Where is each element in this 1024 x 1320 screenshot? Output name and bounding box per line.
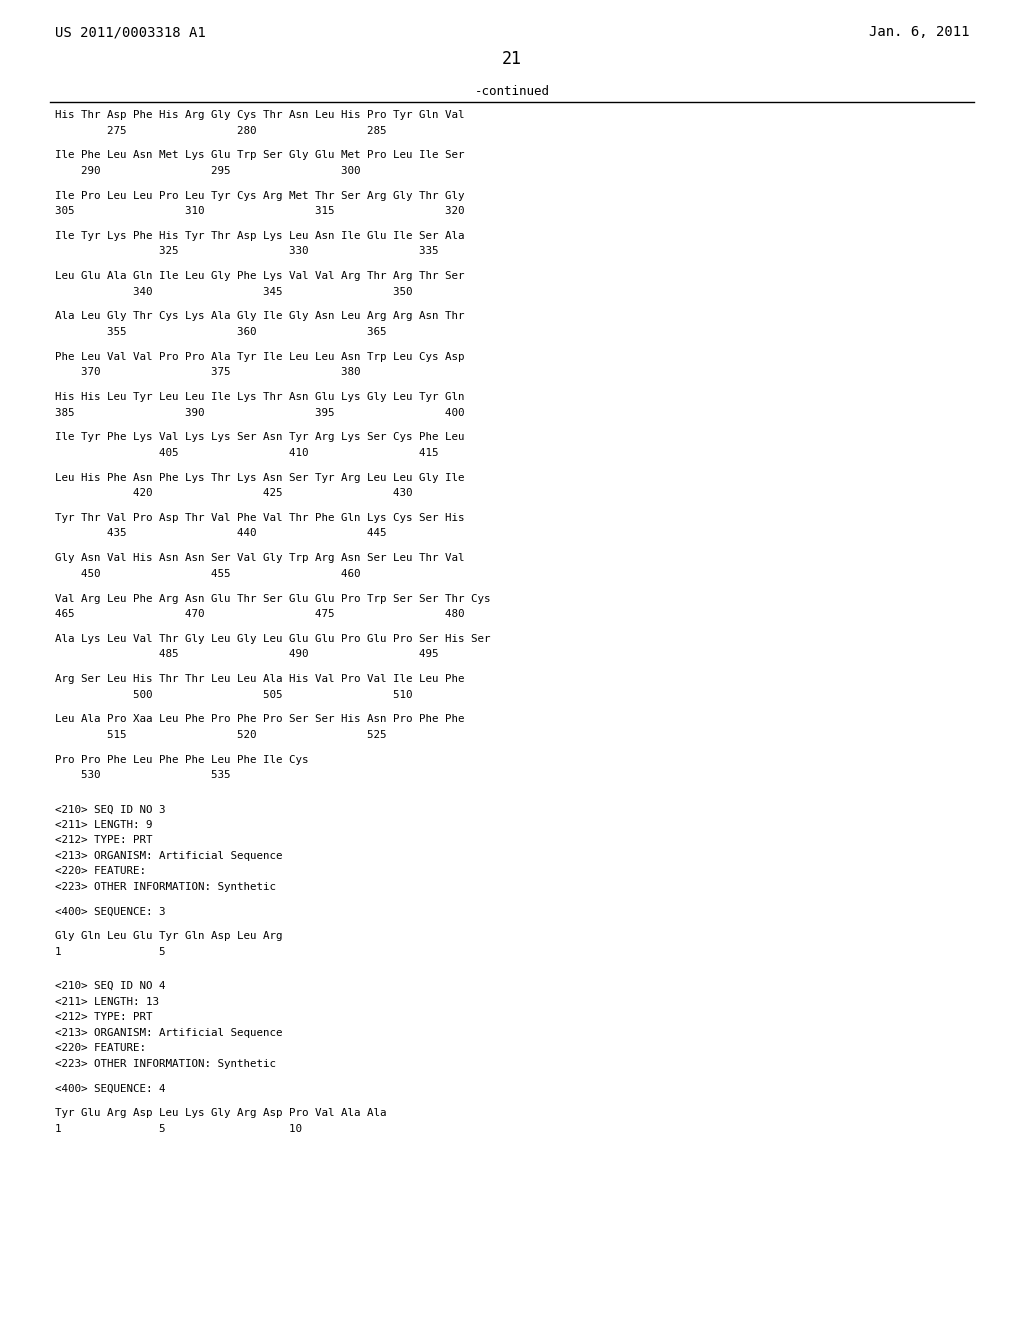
- Text: <211> LENGTH: 13: <211> LENGTH: 13: [55, 997, 159, 1007]
- Text: <220> FEATURE:: <220> FEATURE:: [55, 866, 146, 876]
- Text: 325                 330                 335: 325 330 335: [55, 247, 438, 256]
- Text: Arg Ser Leu His Thr Thr Leu Leu Ala His Val Pro Val Ile Leu Phe: Arg Ser Leu His Thr Thr Leu Leu Ala His …: [55, 675, 465, 684]
- Text: Leu Glu Ala Gln Ile Leu Gly Phe Lys Val Val Arg Thr Arg Thr Ser: Leu Glu Ala Gln Ile Leu Gly Phe Lys Val …: [55, 271, 465, 281]
- Text: 450                 455                 460: 450 455 460: [55, 569, 360, 578]
- Text: <212> TYPE: PRT: <212> TYPE: PRT: [55, 836, 153, 845]
- Text: Leu Ala Pro Xaa Leu Phe Pro Phe Pro Ser Ser His Asn Pro Phe Phe: Leu Ala Pro Xaa Leu Phe Pro Phe Pro Ser …: [55, 714, 465, 725]
- Text: 405                 410                 415: 405 410 415: [55, 447, 438, 458]
- Text: Tyr Thr Val Pro Asp Thr Val Phe Val Thr Phe Gln Lys Cys Ser His: Tyr Thr Val Pro Asp Thr Val Phe Val Thr …: [55, 513, 465, 523]
- Text: 355                 360                 365: 355 360 365: [55, 327, 386, 337]
- Text: Gly Asn Val His Asn Asn Ser Val Gly Trp Arg Asn Ser Leu Thr Val: Gly Asn Val His Asn Asn Ser Val Gly Trp …: [55, 553, 465, 564]
- Text: <220> FEATURE:: <220> FEATURE:: [55, 1043, 146, 1053]
- Text: <213> ORGANISM: Artificial Sequence: <213> ORGANISM: Artificial Sequence: [55, 1027, 283, 1038]
- Text: Ile Tyr Lys Phe His Tyr Thr Asp Lys Leu Asn Ile Glu Ile Ser Ala: Ile Tyr Lys Phe His Tyr Thr Asp Lys Leu …: [55, 231, 465, 240]
- Text: <211> LENGTH: 9: <211> LENGTH: 9: [55, 820, 153, 830]
- Text: 370                 375                 380: 370 375 380: [55, 367, 360, 378]
- Text: His His Leu Tyr Leu Leu Ile Lys Thr Asn Glu Lys Gly Leu Tyr Gln: His His Leu Tyr Leu Leu Ile Lys Thr Asn …: [55, 392, 465, 403]
- Text: Ala Leu Gly Thr Cys Lys Ala Gly Ile Gly Asn Leu Arg Arg Asn Thr: Ala Leu Gly Thr Cys Lys Ala Gly Ile Gly …: [55, 312, 465, 322]
- Text: <210> SEQ ID NO 3: <210> SEQ ID NO 3: [55, 804, 166, 814]
- Text: Ala Lys Leu Val Thr Gly Leu Gly Leu Glu Glu Pro Glu Pro Ser His Ser: Ala Lys Leu Val Thr Gly Leu Gly Leu Glu …: [55, 634, 490, 644]
- Text: <400> SEQUENCE: 3: <400> SEQUENCE: 3: [55, 907, 166, 916]
- Text: <223> OTHER INFORMATION: Synthetic: <223> OTHER INFORMATION: Synthetic: [55, 1059, 276, 1069]
- Text: Ile Tyr Phe Lys Val Lys Lys Ser Asn Tyr Arg Lys Ser Cys Phe Leu: Ile Tyr Phe Lys Val Lys Lys Ser Asn Tyr …: [55, 433, 465, 442]
- Text: Pro Pro Phe Leu Phe Phe Leu Phe Ile Cys: Pro Pro Phe Leu Phe Phe Leu Phe Ile Cys: [55, 755, 308, 764]
- Text: 275                 280                 285: 275 280 285: [55, 125, 386, 136]
- Text: 485                 490                 495: 485 490 495: [55, 649, 438, 660]
- Text: 1               5                   10: 1 5 10: [55, 1123, 302, 1134]
- Text: His Thr Asp Phe His Arg Gly Cys Thr Asn Leu His Pro Tyr Gln Val: His Thr Asp Phe His Arg Gly Cys Thr Asn …: [55, 110, 465, 120]
- Text: US 2011/0003318 A1: US 2011/0003318 A1: [55, 25, 206, 40]
- Text: 305                 310                 315                 320: 305 310 315 320: [55, 206, 465, 216]
- Text: 340                 345                 350: 340 345 350: [55, 286, 413, 297]
- Text: <212> TYPE: PRT: <212> TYPE: PRT: [55, 1012, 153, 1022]
- Text: 530                 535: 530 535: [55, 771, 230, 780]
- Text: -continued: -continued: [474, 84, 550, 98]
- Text: 500                 505                 510: 500 505 510: [55, 689, 413, 700]
- Text: 515                 520                 525: 515 520 525: [55, 730, 386, 741]
- Text: Jan. 6, 2011: Jan. 6, 2011: [869, 25, 970, 40]
- Text: 435                 440                 445: 435 440 445: [55, 528, 386, 539]
- Text: 1               5: 1 5: [55, 946, 166, 957]
- Text: Ile Phe Leu Asn Met Lys Glu Trp Ser Gly Glu Met Pro Leu Ile Ser: Ile Phe Leu Asn Met Lys Glu Trp Ser Gly …: [55, 150, 465, 160]
- Text: <223> OTHER INFORMATION: Synthetic: <223> OTHER INFORMATION: Synthetic: [55, 882, 276, 892]
- Text: <400> SEQUENCE: 4: <400> SEQUENCE: 4: [55, 1084, 166, 1093]
- Text: Gly Gln Leu Glu Tyr Gln Asp Leu Arg: Gly Gln Leu Glu Tyr Gln Asp Leu Arg: [55, 932, 283, 941]
- Text: 21: 21: [502, 50, 522, 69]
- Text: 385                 390                 395                 400: 385 390 395 400: [55, 408, 465, 417]
- Text: Ile Pro Leu Leu Pro Leu Tyr Cys Arg Met Thr Ser Arg Gly Thr Gly: Ile Pro Leu Leu Pro Leu Tyr Cys Arg Met …: [55, 190, 465, 201]
- Text: Val Arg Leu Phe Arg Asn Glu Thr Ser Glu Glu Pro Trp Ser Ser Thr Cys: Val Arg Leu Phe Arg Asn Glu Thr Ser Glu …: [55, 594, 490, 603]
- Text: Leu His Phe Asn Phe Lys Thr Lys Asn Ser Tyr Arg Leu Leu Gly Ile: Leu His Phe Asn Phe Lys Thr Lys Asn Ser …: [55, 473, 465, 483]
- Text: 290                 295                 300: 290 295 300: [55, 166, 360, 176]
- Text: Phe Leu Val Val Pro Pro Ala Tyr Ile Leu Leu Asn Trp Leu Cys Asp: Phe Leu Val Val Pro Pro Ala Tyr Ile Leu …: [55, 352, 465, 362]
- Text: 420                 425                 430: 420 425 430: [55, 488, 413, 498]
- Text: 465                 470                 475                 480: 465 470 475 480: [55, 609, 465, 619]
- Text: <210> SEQ ID NO 4: <210> SEQ ID NO 4: [55, 981, 166, 991]
- Text: <213> ORGANISM: Artificial Sequence: <213> ORGANISM: Artificial Sequence: [55, 851, 283, 861]
- Text: Tyr Glu Arg Asp Leu Lys Gly Arg Asp Pro Val Ala Ala: Tyr Glu Arg Asp Leu Lys Gly Arg Asp Pro …: [55, 1109, 386, 1118]
